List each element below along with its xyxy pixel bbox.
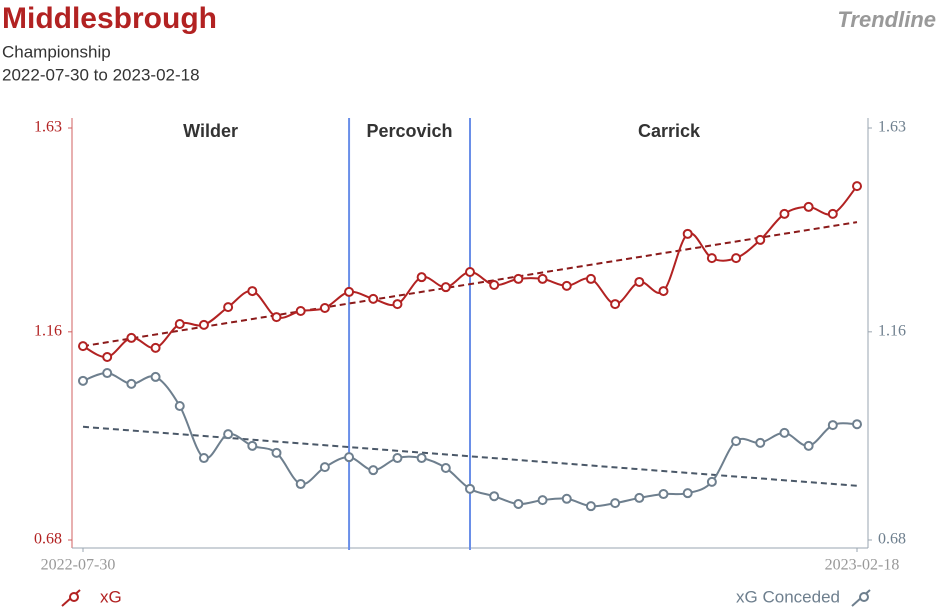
point (247, 286, 258, 297)
point (537, 495, 548, 506)
point (827, 420, 838, 431)
point (247, 440, 258, 451)
point (852, 419, 862, 430)
point (174, 400, 185, 411)
point (295, 306, 306, 317)
point (440, 282, 451, 293)
point (150, 371, 161, 382)
point (779, 427, 790, 438)
point (368, 293, 379, 304)
point (223, 429, 234, 440)
point (731, 253, 742, 264)
x-tick-label: 2023-02-18 (825, 557, 900, 574)
point (537, 273, 548, 284)
y2-tick-label: 1.63 (878, 119, 906, 136)
point (198, 319, 209, 330)
point (755, 234, 766, 245)
trendline (82, 221, 858, 348)
point (78, 341, 88, 352)
point (585, 501, 596, 512)
point (803, 201, 814, 212)
y2-tick-label: 0.68 (878, 531, 906, 548)
point (102, 351, 113, 362)
point (416, 453, 427, 464)
point (223, 302, 234, 313)
point (465, 266, 475, 277)
point (440, 463, 451, 474)
period-label: Percovich (367, 121, 453, 141)
point (174, 319, 185, 330)
point (706, 476, 717, 487)
point (803, 440, 814, 451)
y-tick-label: 1.63 (34, 119, 62, 136)
point (585, 273, 596, 284)
point (319, 462, 330, 473)
point (610, 299, 621, 310)
point (731, 436, 742, 447)
legend-icon-dot (69, 592, 79, 602)
point (561, 280, 572, 291)
point (658, 286, 669, 297)
point (126, 332, 137, 343)
point (634, 492, 645, 503)
point (78, 375, 88, 386)
point (344, 452, 355, 463)
period-label: Carrick (638, 121, 701, 141)
y2-tick-label: 1.16 (878, 323, 906, 340)
point (392, 299, 403, 310)
legend-icon-dot (859, 592, 869, 602)
period-label: Wilder (183, 121, 238, 141)
point (561, 493, 572, 504)
point (319, 302, 330, 313)
point (682, 228, 693, 239)
point (827, 208, 838, 219)
point (658, 489, 669, 500)
legend-label: xG (100, 587, 122, 606)
point (198, 453, 209, 464)
point (489, 491, 500, 502)
point (465, 483, 475, 494)
point (271, 447, 282, 458)
x-tick-label: 2022-07-30 (41, 557, 116, 574)
y-tick-label: 0.68 (34, 531, 62, 548)
point (852, 181, 862, 192)
point (295, 479, 306, 490)
point (368, 465, 379, 476)
legend-label: xG Conceded (736, 587, 840, 606)
point (610, 498, 621, 509)
point (513, 273, 524, 284)
date-range: 2022-07-30 to 2023-02-18 (2, 65, 200, 84)
point (102, 368, 113, 379)
point (513, 499, 524, 510)
badge: Trendline (837, 7, 936, 32)
point (706, 253, 717, 264)
point (489, 279, 500, 290)
point (392, 453, 403, 464)
point (126, 378, 137, 389)
point (344, 286, 355, 297)
point (416, 272, 427, 283)
point (271, 312, 282, 323)
point (755, 437, 766, 448)
point (634, 276, 645, 287)
point (682, 488, 693, 499)
point (150, 342, 161, 353)
point (779, 208, 790, 219)
y-tick-label: 1.16 (34, 323, 62, 340)
chart-title: Middlesbrough (2, 2, 217, 35)
subtitle: Championship (2, 42, 111, 61)
